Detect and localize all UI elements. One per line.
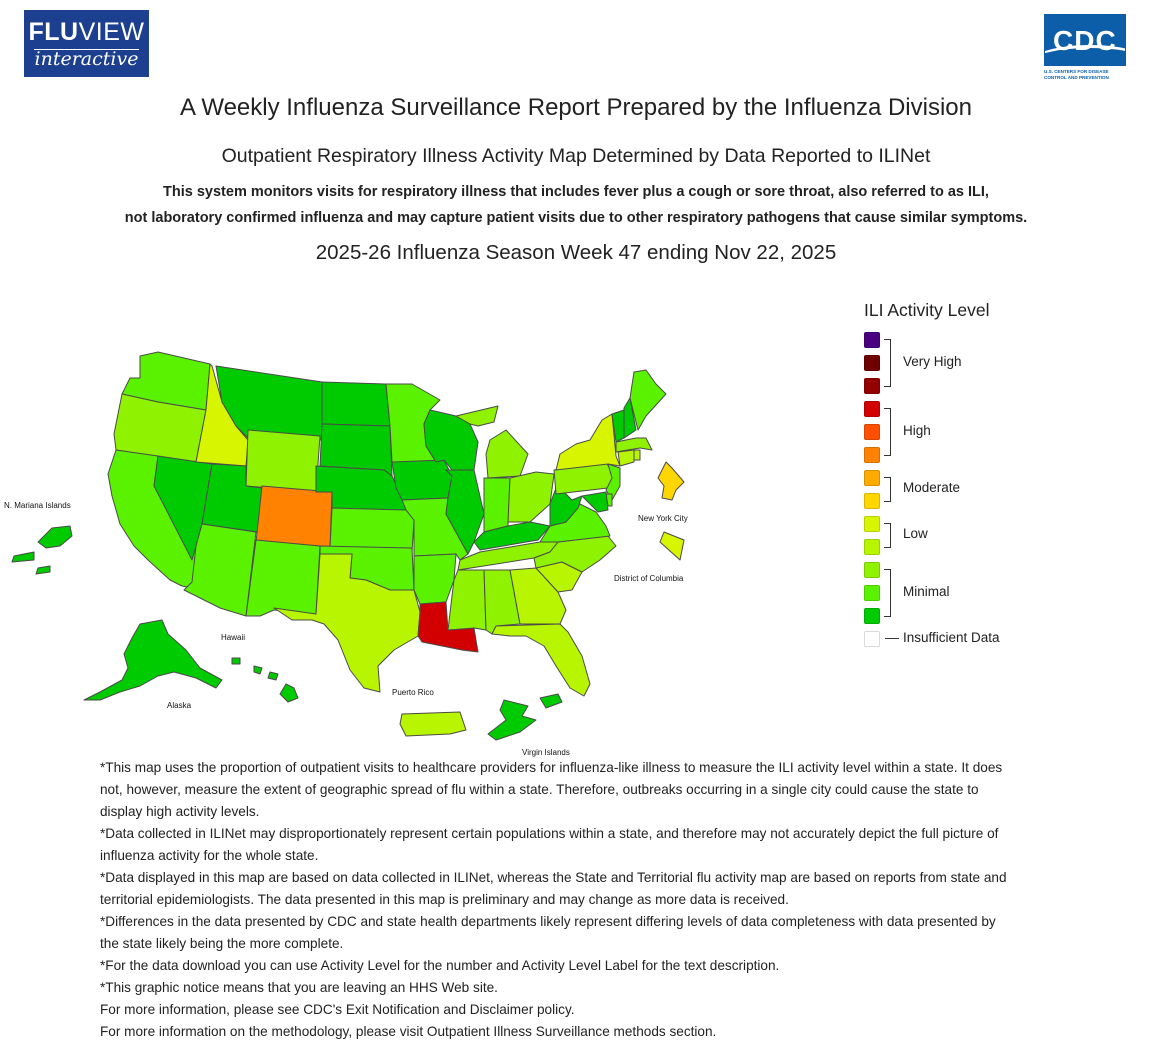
footnote: *This map uses the proportion of outpati… <box>100 760 1003 819</box>
state-louisiana[interactable] <box>417 601 479 653</box>
state-illinois[interactable] <box>445 469 485 555</box>
state-new-hampshire[interactable] <box>623 397 637 439</box>
label-virgin-islands: Virgin Islands <box>522 748 570 757</box>
us-map: N. Mariana Islands New York City Distric… <box>4 351 688 757</box>
legend-swatch-minimal-2[interactable] <box>864 585 880 601</box>
state-arizona[interactable] <box>183 523 257 617</box>
week-title: 2025-26 Influenza Season Week 47 ending … <box>315 241 837 264</box>
legend-label-moderate: Moderate <box>903 480 961 495</box>
label-new-york-city: New York City <box>638 514 688 523</box>
legend-swatch-insufficient-data[interactable] <box>864 631 880 647</box>
fluview-logo-text: FLUVIEW <box>28 18 145 46</box>
state-kansas[interactable] <box>329 507 415 553</box>
territory-virgin-islands-east[interactable] <box>539 693 563 709</box>
legend-bracket-low <box>884 523 891 548</box>
legend-label-very-high: Very High <box>903 354 962 369</box>
territory-puerto-rico[interactable] <box>399 711 467 737</box>
territory-mariana-islands[interactable] <box>37 525 73 549</box>
legend-dash-insufficient <box>885 638 899 639</box>
state-ohio[interactable] <box>507 471 555 523</box>
cdc-logo[interactable]: CDC U.S. CENTERS FOR DISEASE CONTROL AND… <box>1044 14 1126 80</box>
footnote: *For the data download you can use Activ… <box>100 958 780 973</box>
label-puerto-rico: Puerto Rico <box>392 688 434 697</box>
legend-swatch-very-high-2[interactable] <box>864 355 880 371</box>
state-indiana[interactable] <box>483 477 511 533</box>
footnote: *Data displayed in this map are based on… <box>100 870 1007 907</box>
legend-bracket-moderate <box>884 477 891 502</box>
footnote: *Data collected in ILINet may disproport… <box>100 826 999 863</box>
state-maine[interactable] <box>629 369 667 431</box>
state-connecticut[interactable] <box>617 449 635 467</box>
state-new-mexico[interactable] <box>245 539 321 617</box>
legend-swatch-high-1[interactable] <box>864 447 880 463</box>
state-hawaii-oahu[interactable] <box>253 665 263 675</box>
label-alaska: Alaska <box>167 701 192 710</box>
legend-swatch-very-high-1[interactable] <box>864 378 880 394</box>
fluview-logo[interactable]: FLUVIEW interactive <box>24 10 149 77</box>
footnotes: *This map uses the proportion of outpati… <box>100 757 1010 1043</box>
inset-new-york-city[interactable] <box>657 461 685 501</box>
legend-bracket-very-high <box>884 339 891 387</box>
state-texas[interactable] <box>273 553 421 693</box>
state-hawaii-kauai[interactable] <box>231 657 241 665</box>
legend-bracket-minimal <box>884 569 891 617</box>
description-line-1: This system monitors visits for respirat… <box>163 184 989 200</box>
legend-title: ILI Activity Level <box>864 300 990 320</box>
state-michigan[interactable] <box>455 405 499 427</box>
territory-virgin-islands[interactable] <box>487 699 537 741</box>
state-north-dakota[interactable] <box>321 381 391 427</box>
state-maryland[interactable] <box>581 491 609 513</box>
territory-mariana-islands-west[interactable] <box>11 551 35 563</box>
description-line-2: not laboratory confirmed influenza and m… <box>124 210 1028 226</box>
state-michigan-lower[interactable] <box>485 429 529 479</box>
state-hawaii-maui[interactable] <box>267 671 279 681</box>
state-massachusetts[interactable] <box>615 437 653 453</box>
state-hawaii-big-island[interactable] <box>279 683 299 703</box>
footnote: *This graphic notice means that you are … <box>100 980 498 995</box>
legend-swatch-moderate-1[interactable] <box>864 493 880 509</box>
label-mariana-islands: N. Mariana Islands <box>4 501 71 510</box>
label-district-of-columbia: District of Columbia <box>614 574 684 583</box>
footnote-link[interactable]: For more information on the methodology,… <box>100 1024 717 1039</box>
state-wyoming[interactable] <box>245 429 321 493</box>
page-subtitle: Outpatient Respiratory Illness Activity … <box>221 145 931 167</box>
legend-bracket-high <box>884 408 891 456</box>
state-alaska[interactable] <box>83 619 223 701</box>
legend-swatch-low-1[interactable] <box>864 539 880 555</box>
territory-mariana-islands-south[interactable] <box>35 565 51 575</box>
label-hawaii: Hawaii <box>221 633 245 642</box>
footnote-link[interactable]: For more information, please see CDC's E… <box>100 1002 575 1017</box>
state-new-york[interactable] <box>555 413 621 471</box>
legend-label-minimal: Minimal <box>903 584 950 599</box>
legend-swatch-high-3[interactable] <box>864 401 880 417</box>
inset-district-of-columbia[interactable] <box>659 531 685 561</box>
fluview-logo-subtext: interactive <box>34 48 139 70</box>
state-iowa[interactable] <box>391 459 453 501</box>
legend-swatch-minimal-1[interactable] <box>864 608 880 624</box>
state-florida[interactable] <box>491 623 591 697</box>
state-rhode-island[interactable] <box>633 449 641 461</box>
legend-swatch-moderate-2[interactable] <box>864 470 880 486</box>
legend-label-insufficient-data: Insufficient Data <box>903 630 1000 645</box>
page-title: A Weekly Influenza Surveillance Report P… <box>180 94 972 121</box>
cdc-logo-subtitle: U.S. CENTERS FOR DISEASE CONTROL AND PRE… <box>1044 69 1109 80</box>
legend: ILI Activity Level Very High High Modera… <box>864 298 1044 658</box>
legend-label-low: Low <box>903 526 928 541</box>
legend-swatch-very-high-3[interactable] <box>864 332 880 348</box>
legend-swatch-high-2[interactable] <box>864 424 880 440</box>
footnote: *Differences in the data presented by CD… <box>100 914 996 951</box>
state-north-carolina[interactable] <box>533 535 617 573</box>
state-arkansas[interactable] <box>413 553 457 605</box>
legend-label-high: High <box>903 423 931 438</box>
state-colorado[interactable] <box>255 485 333 549</box>
state-kentucky[interactable] <box>473 521 551 551</box>
legend-swatch-low-2[interactable] <box>864 516 880 532</box>
legend-swatch-minimal-3[interactable] <box>864 562 880 578</box>
